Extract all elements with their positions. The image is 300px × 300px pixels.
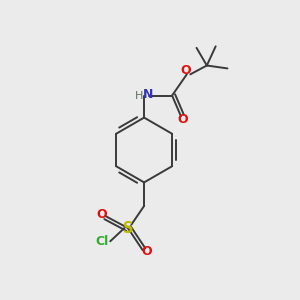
Text: N: N — [142, 88, 153, 101]
Text: S: S — [123, 220, 133, 236]
Text: H: H — [135, 91, 143, 100]
Text: O: O — [141, 245, 152, 258]
Text: O: O — [180, 64, 190, 77]
Text: O: O — [97, 208, 107, 221]
Text: Cl: Cl — [96, 235, 109, 248]
Text: O: O — [178, 113, 188, 126]
